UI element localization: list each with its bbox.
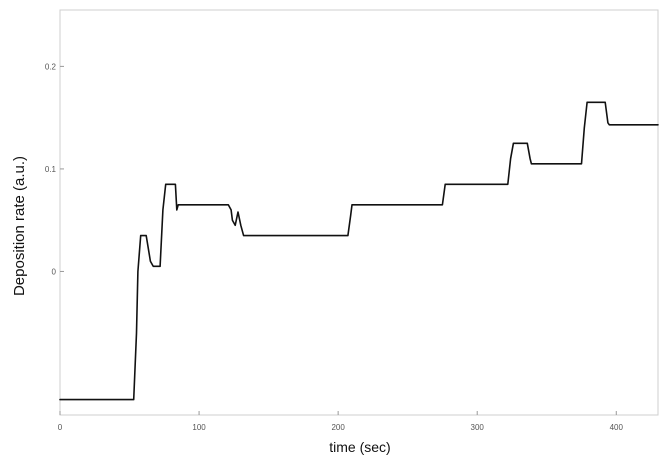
x-axis-title: time (sec) xyxy=(329,439,390,455)
x-tick-label: 400 xyxy=(610,423,624,432)
y-tick-label: 0.1 xyxy=(45,165,57,174)
series-line xyxy=(59,101,659,401)
x-tick-label: 0 xyxy=(58,423,63,432)
x-tick-label: 100 xyxy=(192,423,206,432)
x-tick-label: 300 xyxy=(471,423,485,432)
y-tick-label: 0 xyxy=(52,267,57,276)
x-tick-label: 200 xyxy=(331,423,345,432)
y-tick-label: 0.2 xyxy=(45,62,57,71)
y-axis-title: Deposition rate (a.u.) xyxy=(11,156,28,296)
plot-frame xyxy=(59,9,659,416)
